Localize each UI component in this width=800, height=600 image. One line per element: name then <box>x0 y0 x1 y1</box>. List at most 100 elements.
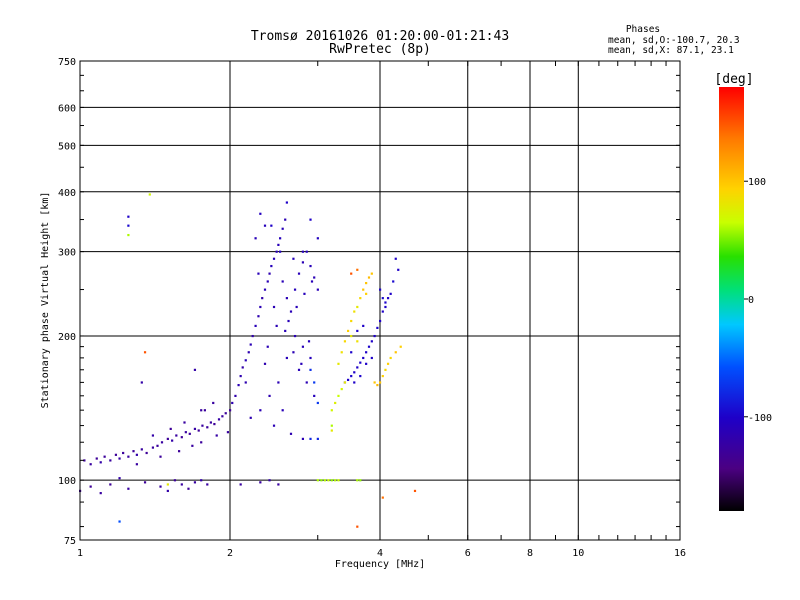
echo-point <box>191 444 194 447</box>
echo-point <box>350 272 353 275</box>
echo-point <box>292 257 295 260</box>
echo-point <box>180 483 183 486</box>
y-tick-label: 75 <box>64 536 76 547</box>
echo-point <box>180 436 183 439</box>
echo-point <box>206 426 209 429</box>
phases-x-stats: mean, sd,X: 87.1, 23.1 <box>608 45 734 56</box>
echo-point <box>169 427 172 431</box>
echo-point <box>200 409 203 412</box>
echo-point <box>201 424 204 427</box>
echo-point <box>257 315 260 318</box>
echo-point <box>270 264 273 268</box>
echo-point <box>297 272 301 275</box>
echo-point <box>268 394 271 398</box>
echo-point <box>217 418 221 421</box>
x-tick-label: 8 <box>527 548 533 559</box>
echo-point <box>359 297 362 300</box>
echo-point <box>373 381 376 384</box>
echo-point <box>215 434 218 437</box>
echo-point <box>239 483 242 486</box>
echo-point <box>135 463 138 466</box>
y-tick-label: 750 <box>58 57 76 68</box>
echo-point <box>340 351 343 354</box>
echo-point <box>226 431 230 434</box>
echo-point <box>394 257 397 260</box>
echo-point <box>381 496 384 499</box>
echo-point <box>213 422 216 426</box>
echo-point <box>159 485 162 488</box>
echo-point <box>316 479 319 482</box>
echo-point <box>353 381 356 384</box>
echo-point <box>301 250 305 253</box>
echo-point <box>365 292 368 295</box>
echo-point <box>384 305 387 309</box>
echo-point <box>397 268 400 271</box>
echo-point <box>323 479 327 482</box>
echo-point <box>263 362 267 365</box>
echo-point <box>200 479 203 482</box>
echo-point <box>337 362 340 365</box>
echo-point <box>413 489 417 493</box>
echo-point <box>259 409 262 412</box>
echo-point <box>99 461 102 464</box>
echo-point <box>362 356 365 360</box>
echo-point <box>127 233 130 237</box>
colorbar-label: [deg] <box>714 72 753 87</box>
echo-point <box>249 343 252 346</box>
echo-point <box>309 218 312 221</box>
echo-point <box>389 292 392 295</box>
echo-point <box>257 272 260 275</box>
echo-point <box>381 297 384 300</box>
echo-point <box>350 374 353 378</box>
echo-point <box>229 409 232 412</box>
echo-point <box>356 366 359 369</box>
echo-point <box>187 487 190 490</box>
echo-point <box>370 340 373 343</box>
echo-point <box>109 459 112 462</box>
chart-title: Tromsø 20161026 01:20:00-01:21:43 <box>251 29 509 44</box>
echo-point <box>389 356 392 360</box>
echo-point <box>244 381 247 384</box>
echo-point <box>103 455 106 458</box>
echo-point <box>143 481 147 484</box>
echo-point <box>175 434 178 437</box>
echo-point <box>277 483 280 486</box>
echo-point <box>272 305 276 309</box>
echo-point <box>268 272 271 275</box>
echo-point <box>166 489 169 493</box>
echo-point <box>127 215 130 218</box>
x-tick-label: 2 <box>227 548 233 559</box>
echo-point <box>279 250 282 253</box>
y-axis-label: Stationary phase Virtual Height [km] <box>40 192 51 409</box>
echo-point <box>353 371 356 374</box>
echo-point <box>356 479 359 482</box>
x-axis-ticks: 1 2 4 6 8 10 16 <box>77 61 686 559</box>
echo-point <box>384 368 387 371</box>
y-tick-label: 500 <box>58 141 76 152</box>
echo-point <box>386 362 390 365</box>
echo-point <box>292 351 295 354</box>
echo-point <box>297 368 301 371</box>
echo-point <box>263 288 267 291</box>
echo-point <box>83 459 86 462</box>
echo-point <box>132 450 135 453</box>
chart-subtitle: RwPretec (8p) <box>329 42 431 57</box>
echo-point <box>184 431 187 434</box>
echo-point <box>359 361 362 364</box>
grid <box>80 61 680 540</box>
echo-point <box>259 305 262 309</box>
echo-point <box>359 479 362 482</box>
data-points <box>79 193 417 528</box>
echo-point <box>381 310 384 313</box>
phases-o-stats: mean, sd,O:-100.7, 20.3 <box>608 35 740 46</box>
x-axis-label: Frequency [MHz] <box>335 559 425 570</box>
echo-point <box>356 329 359 333</box>
echo-point <box>145 451 148 455</box>
echo-point <box>254 324 257 328</box>
echo-point <box>376 326 379 330</box>
echo-point <box>310 280 314 283</box>
echo-point <box>261 297 264 300</box>
colorbar-ticks: 100 0 -100 <box>744 177 772 424</box>
echo-point <box>109 483 112 486</box>
echo-point <box>151 434 155 437</box>
